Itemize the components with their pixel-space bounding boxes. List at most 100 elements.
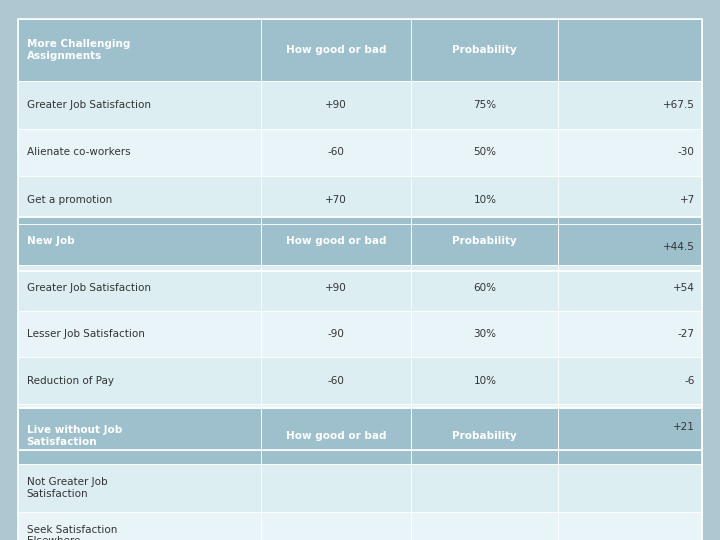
Text: -60: -60 — [328, 147, 344, 157]
Text: Probability: Probability — [452, 45, 517, 55]
Text: -30: -30 — [678, 147, 695, 157]
Text: Probability: Probability — [452, 431, 517, 441]
Bar — [559, 464, 702, 512]
Text: Not Greater Job
Satisfaction: Not Greater Job Satisfaction — [27, 477, 107, 499]
Bar — [18, 408, 702, 540]
Bar — [411, 81, 559, 129]
Bar — [261, 129, 411, 176]
Text: Greater Job Satisfaction: Greater Job Satisfaction — [27, 283, 150, 293]
Bar — [559, 404, 702, 450]
Bar — [411, 224, 559, 271]
Text: 30%: 30% — [473, 329, 496, 339]
Bar — [18, 512, 702, 540]
Text: How good or bad: How good or bad — [286, 45, 387, 55]
Bar — [18, 464, 261, 512]
Text: +54: +54 — [673, 283, 695, 293]
Bar — [411, 404, 559, 450]
Bar — [18, 19, 702, 81]
Text: -27: -27 — [678, 329, 695, 339]
Bar — [261, 512, 411, 540]
Bar — [18, 217, 261, 265]
Text: Lesser Job Satisfaction: Lesser Job Satisfaction — [27, 329, 145, 339]
Bar — [18, 357, 261, 404]
Bar — [18, 217, 702, 265]
Bar — [18, 81, 702, 129]
Bar — [559, 19, 702, 81]
Text: Live without Job
Satisfaction: Live without Job Satisfaction — [27, 426, 122, 447]
Bar — [18, 464, 702, 512]
Bar — [411, 19, 559, 81]
Bar — [18, 224, 261, 271]
Text: -6: -6 — [685, 376, 695, 386]
Text: 10%: 10% — [473, 376, 496, 386]
Bar — [18, 81, 261, 129]
Bar — [559, 81, 702, 129]
Bar — [18, 357, 702, 404]
Bar — [18, 311, 261, 357]
Bar — [261, 265, 411, 311]
Bar — [559, 176, 702, 224]
Text: 75%: 75% — [473, 100, 496, 110]
Text: Seek Satisfaction
Elsewhere: Seek Satisfaction Elsewhere — [27, 525, 117, 540]
Bar — [18, 224, 702, 271]
Text: 50%: 50% — [473, 147, 496, 157]
Bar — [18, 265, 702, 311]
Bar — [261, 311, 411, 357]
Bar — [559, 311, 702, 357]
Text: Reduction of Pay: Reduction of Pay — [27, 376, 114, 386]
Text: Alienate co-workers: Alienate co-workers — [27, 147, 130, 157]
Bar — [411, 464, 559, 512]
Bar — [411, 408, 559, 464]
Bar — [411, 512, 559, 540]
Text: +7: +7 — [680, 195, 695, 205]
Bar — [18, 19, 261, 81]
Bar — [261, 19, 411, 81]
Text: How good or bad: How good or bad — [286, 431, 387, 441]
Bar — [261, 357, 411, 404]
Text: -90: -90 — [328, 329, 344, 339]
Bar — [559, 224, 702, 271]
Bar — [18, 408, 261, 464]
Bar — [411, 217, 559, 265]
Text: +67.5: +67.5 — [663, 100, 695, 110]
Bar — [559, 129, 702, 176]
Bar — [559, 512, 702, 540]
Bar — [411, 265, 559, 311]
Bar — [18, 19, 702, 271]
Bar — [411, 357, 559, 404]
Bar — [411, 176, 559, 224]
Bar — [261, 404, 411, 450]
Bar — [18, 217, 702, 450]
Bar — [18, 265, 261, 311]
Text: How good or bad: How good or bad — [286, 236, 387, 246]
Text: +44.5: +44.5 — [663, 242, 695, 252]
Bar — [261, 408, 411, 464]
Bar — [559, 217, 702, 265]
Bar — [411, 311, 559, 357]
Bar — [18, 404, 261, 450]
Bar — [18, 176, 261, 224]
Text: Probability: Probability — [452, 236, 517, 246]
Bar — [18, 408, 702, 464]
Bar — [18, 176, 702, 224]
Text: +70: +70 — [325, 195, 347, 205]
Bar — [261, 224, 411, 271]
Bar — [261, 81, 411, 129]
Text: More Challenging
Assignments: More Challenging Assignments — [27, 39, 130, 60]
Bar — [18, 129, 261, 176]
Text: Greater Job Satisfaction: Greater Job Satisfaction — [27, 100, 150, 110]
Bar — [559, 265, 702, 311]
Text: Get a promotion: Get a promotion — [27, 195, 112, 205]
Bar — [261, 176, 411, 224]
Text: 60%: 60% — [473, 283, 496, 293]
Bar — [261, 464, 411, 512]
Bar — [411, 129, 559, 176]
Bar — [261, 217, 411, 265]
Bar — [559, 408, 702, 464]
Bar — [18, 404, 702, 450]
Bar — [18, 311, 702, 357]
Text: +21: +21 — [673, 422, 695, 432]
Text: +90: +90 — [325, 100, 347, 110]
Text: -60: -60 — [328, 376, 344, 386]
Text: +90: +90 — [325, 283, 347, 293]
